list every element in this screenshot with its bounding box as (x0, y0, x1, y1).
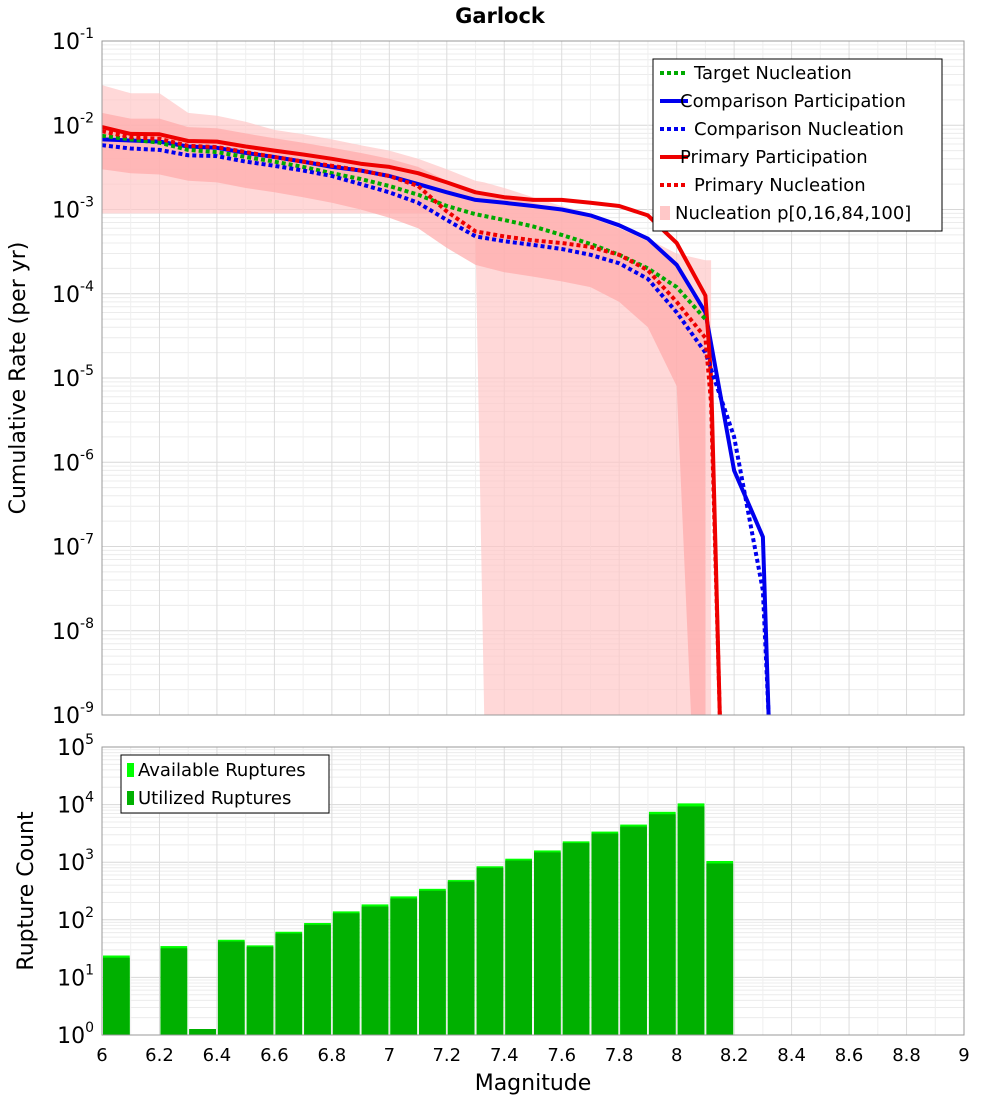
utilized-bar (648, 814, 676, 1035)
bottom-y-tick-label: 102 (57, 905, 94, 934)
x-tick-label: 8.2 (720, 1045, 749, 1066)
top-y-ticks: 10-9 10-8 10-7 10-6 10-5 10-4 10-3 10-2 10-1 (52, 26, 94, 729)
bottom-grid (101, 747, 965, 1036)
x-tick-label: 6.4 (203, 1045, 232, 1066)
series-comparison-participation (101, 137, 771, 716)
chart-title: Garlock (455, 4, 546, 28)
x-tick-label: 8.4 (777, 1045, 806, 1066)
legend-swatch (127, 791, 134, 805)
legend-label: Target Nucleation (693, 63, 852, 84)
legend-label: Nucleation p[0,16,84,100] (675, 203, 911, 224)
utilized-bar (390, 898, 418, 1035)
bottom-plot-frame (101, 746, 965, 1036)
top-y-axis-title: Cumulative Rate (per yr) (6, 242, 31, 515)
utilized-bar (275, 933, 303, 1035)
top-legend: Target Nucleation Comparison Participatio… (652, 58, 943, 232)
legend-swatch (127, 763, 134, 777)
bottom-y-tick-label: 104 (57, 790, 94, 819)
bottom-legend: Available Ruptures Utilized Ruptures (120, 754, 330, 814)
x-tick-label: 6.6 (260, 1045, 289, 1066)
x-tick-label: 7 (384, 1045, 395, 1066)
bottom-y-tick-label: 105 (57, 732, 94, 761)
legend-label: Available Ruptures (138, 760, 306, 781)
legend-label: Comparison Nucleation (694, 119, 904, 140)
top-y-tick-label: 10-6 (52, 447, 94, 476)
bottom-x-ticks: 6 6.2 6.4 6.6 6.8 7 7.2 7.4 7.6 7.8 8 8.2 8.4 8.6 8.8 9 (96, 1045, 969, 1066)
utilized-bar (419, 890, 446, 1035)
x-tick-label: 6 (96, 1045, 107, 1066)
x-tick-label: 7.8 (605, 1045, 634, 1066)
top-plot-frame (101, 40, 965, 716)
utilized-bar (189, 1029, 216, 1035)
utilized-bar (591, 833, 619, 1035)
x-tick-label: 7.4 (490, 1045, 519, 1066)
utilized-bar (534, 852, 561, 1035)
utilized-bar (562, 843, 590, 1035)
x-tick-label: 8.8 (892, 1045, 921, 1066)
top-y-tick-label: 10-1 (52, 26, 94, 55)
top-y-tick-label: 10-7 (52, 532, 94, 561)
top-plot: 10-9 10-8 10-7 10-6 10-5 10-4 10-3 10-2 10-1 Cum… (6, 26, 965, 729)
utilized-bar (217, 941, 245, 1035)
top-y-tick-label: 10-3 (52, 195, 94, 224)
legend-box (120, 754, 330, 814)
utilized-bar (332, 913, 360, 1035)
utilized-bar (706, 863, 734, 1035)
top-y-tick-label: 10-4 (52, 279, 94, 308)
bottom-bars (103, 803, 734, 1035)
x-tick-label: 7.6 (547, 1045, 576, 1066)
bottom-y-tick-label: 101 (57, 962, 94, 991)
top-y-tick-label: 10-9 (52, 700, 94, 729)
utilized-bar (447, 881, 475, 1035)
bottom-y-tick-label: 100 (57, 1020, 94, 1049)
series-target-nucleation (101, 133, 707, 321)
x-tick-label: 8.6 (835, 1045, 864, 1066)
utilized-bar (160, 948, 188, 1035)
top-y-tick-label: 10-8 (52, 616, 94, 645)
x-tick-label: 8 (671, 1045, 682, 1066)
utilized-bar (246, 946, 274, 1035)
legend-label: Primary Nucleation (694, 175, 866, 196)
utilized-bar (476, 867, 504, 1035)
bottom-y-ticks: 100 101 102 103 104 105 (57, 732, 94, 1049)
x-tick-label: 6.2 (145, 1045, 174, 1066)
utilized-bar (361, 906, 389, 1035)
utilized-bar (103, 957, 130, 1035)
legend-label: Comparison Participation (680, 91, 906, 112)
x-tick-label: 9 (958, 1045, 969, 1066)
top-y-tick-label: 10-5 (52, 363, 94, 392)
legend-label: Primary Participation (680, 147, 868, 168)
x-tick-label: 6.8 (318, 1045, 347, 1066)
legend-swatch (660, 206, 670, 220)
utilized-bar (505, 860, 532, 1035)
x-tick-label: 7.2 (432, 1045, 461, 1066)
legend-box (652, 58, 943, 232)
top-y-tick-label: 10-2 (52, 110, 94, 139)
band-nucleation-p-16-84- (102, 112, 706, 715)
x-axis-title: Magnitude (475, 1071, 592, 1096)
utilized-bar (677, 806, 705, 1035)
legend-label: Utilized Ruptures (138, 788, 291, 809)
utilized-bar (620, 826, 647, 1035)
bottom-y-tick-label: 103 (57, 847, 94, 876)
bottom-plot: 100 101 102 103 104 105 6 6.2 6.4 6.6 6.8 7 7.2 7.4 7… (14, 732, 970, 1096)
utilized-bar (304, 924, 331, 1035)
series-comparison-nucleation (101, 143, 771, 716)
bottom-y-axis-title: Rupture Count (14, 811, 39, 971)
